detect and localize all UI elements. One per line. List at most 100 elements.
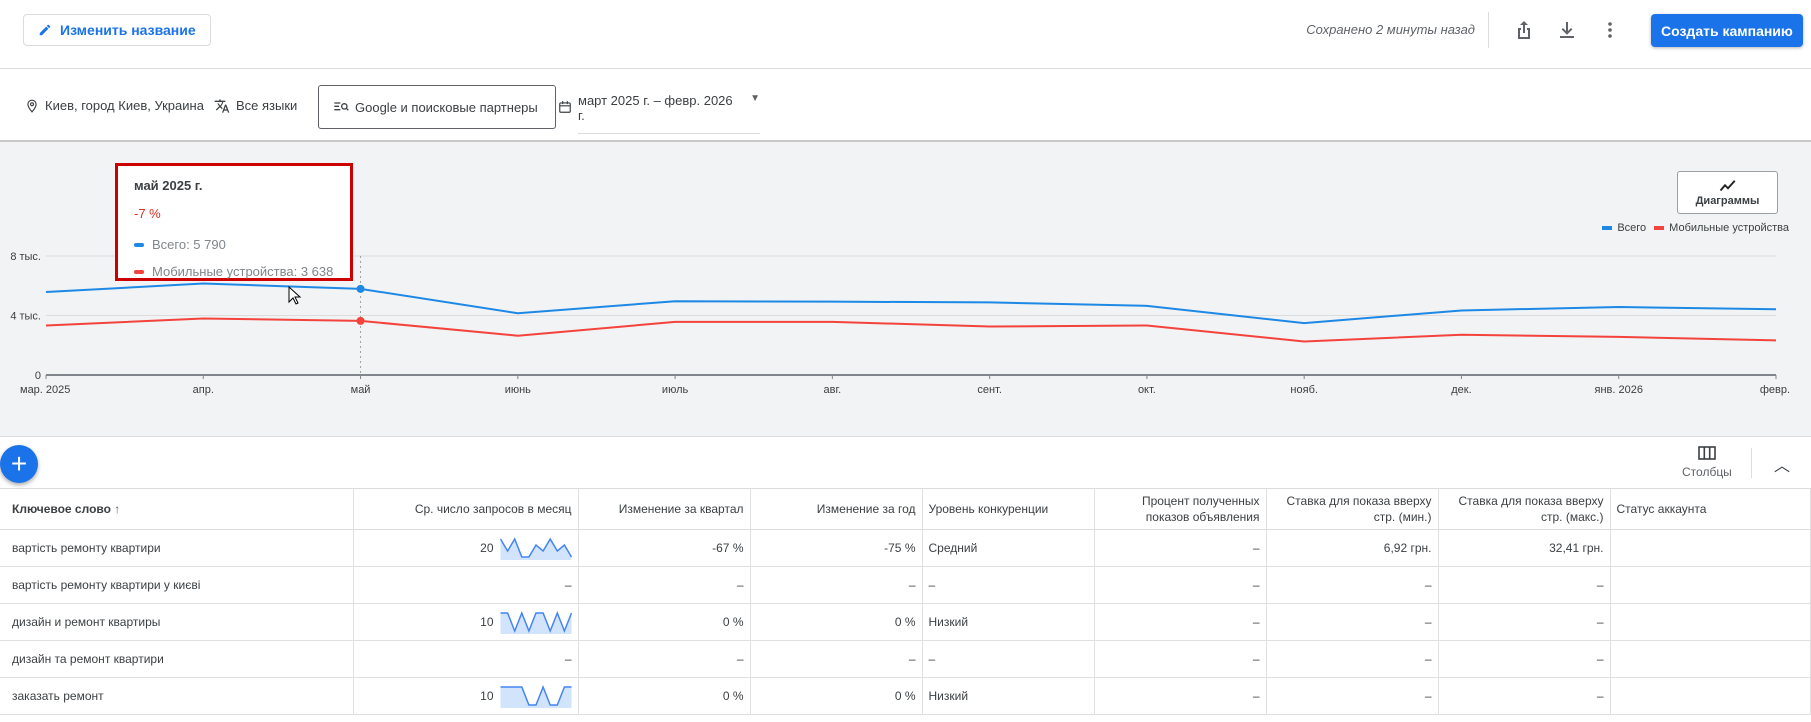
legend-item-mobile[interactable]: Мобильные устройства [1654,222,1789,234]
column-header[interactable]: Ставка для показа вверху стр. (мин.) [1266,489,1439,530]
column-header[interactable]: Изменение за год [750,489,923,530]
x-tick-label: авг. [824,384,842,396]
cell-text: Низкий [928,688,969,703]
cell-text: – [1252,614,1260,629]
table-cell: -75 % [750,529,923,567]
collapse-chevron-icon[interactable]: ︿ [1774,458,1791,475]
network-filter[interactable]: Google и поисковые партнеры [318,85,556,129]
table-cell: – [922,640,1095,678]
legend-label: Мобильные устройства [1669,222,1789,234]
cell-text: -67 % [712,540,744,555]
sparkline-line [500,684,571,706]
plus-icon: + [10,448,28,479]
table-cell: Средний [922,529,1095,567]
table-cell: – [578,566,751,604]
x-tick-label: июль [662,384,689,396]
table-cell: – [1266,566,1439,604]
cell-text: вартість ремонту квартири [12,540,161,555]
tooltip-change: -7 % [134,206,161,221]
table-cell: – [353,640,579,678]
location-pin-icon [27,99,37,113]
trend-sparkline [499,536,572,560]
location-filter[interactable]: Киев, город Киев, Украина [25,69,204,142]
cell-text: – [1252,540,1260,555]
trend-sparkline [500,610,572,634]
column-header[interactable]: Статус аккаунта [1610,489,1811,530]
table-cell: Низкий [922,677,1095,715]
column-header-label: Изменение за год [816,501,916,516]
charts-button-label: Диаграммы [1695,194,1760,207]
mouse-cursor-icon [288,286,302,305]
trend-line-chart[interactable]: 0 4 тыс. 8 тыс. мар. 2025 апр. май июнь июль авг… [0,142,1811,437]
table-row[interactable]: дизайн и ремонт квартиры 10 0 % 0 % Низкий – –… [0,603,1811,641]
charts-button[interactable]: Диаграммы [1677,171,1778,214]
tooltip-title: май 2025 г. [134,178,203,193]
more-vert-icon[interactable] [1598,18,1622,42]
table-row[interactable]: вартість ремонту квартири у києві – – – – – – – [0,566,1811,604]
table-row[interactable]: дизайн та ремонт квартири – – – – – – – [0,640,1811,678]
table-cell: – [1266,677,1439,715]
add-keyword-button[interactable]: + [0,445,38,483]
tooltip-total: Всего: 5 790 [152,237,226,252]
table-row[interactable]: заказать ремонт 10 0 % 0 % Низкий – – – [0,677,1811,715]
download-icon[interactable] [1555,18,1579,42]
column-header[interactable]: Ставка для показа вверху стр. (макс.) [1438,489,1611,530]
legend-label: Всего [1617,222,1647,234]
column-header[interactable]: Уровень конкуренции [922,489,1095,530]
cell-text: 0 % [722,614,744,629]
column-header-label: Ключевое слово [12,501,111,516]
table-cell: -67 % [578,529,751,567]
create-campaign-button[interactable]: Создать кампанию [1651,14,1803,47]
table-cell: – [1438,566,1611,604]
table-cell: – [750,566,923,604]
share-icon[interactable] [1512,18,1536,42]
cell-text: заказать ремонт [12,688,104,703]
table-cell: 0 % [578,603,751,641]
legend-item-total[interactable]: Всего [1602,222,1646,234]
table-cell: 0 % [750,603,923,641]
table-cell: вартість ремонту квартири у києві [0,566,354,604]
date-range-filter[interactable]: март 2025 г. – февр. 2026 г. ▼ [558,85,760,134]
column-header[interactable]: Изменение за квартал [578,489,751,530]
cell-text: – [1596,614,1604,629]
table-cell: – [353,566,579,604]
rename-label: Изменить название [60,22,196,38]
x-tick-label: мар. 2025 [20,384,70,396]
chart-tooltip: май 2025 г. -7 % Всего: 5 790 Мобильные … [115,163,353,281]
rename-button[interactable]: Изменить название [23,14,211,46]
language-filter[interactable]: Все языки [214,69,297,142]
table-row[interactable]: вартість ремонту квартири 20 -67 % -75 % Сре… [0,529,1811,567]
column-header[interactable]: Ср. число запросов в месяц [353,489,579,530]
cell-text: – [1252,688,1260,703]
columns-button[interactable]: Столбцы [1682,446,1732,479]
pencil-icon [39,24,51,36]
column-header[interactable]: Процент полученных показов объявления [1094,489,1267,530]
cell-text: – [1424,614,1432,629]
cell-text: – [1596,651,1604,666]
trend-sparkline [500,684,571,708]
cell-text: – [1252,577,1260,592]
table-cell [1610,603,1811,641]
x-tick-label: окт. [1138,384,1156,396]
cell-text: – [1596,577,1604,592]
cell-text: 0 % [722,688,744,703]
table-cell [1610,677,1811,715]
x-tick-label: июнь [505,384,531,396]
sort-arrow-icon[interactable]: ↑ [110,501,121,516]
sparkline-line [499,536,572,558]
cell-text: 20 [480,540,494,555]
table-cell: 6,92 грн. [1266,529,1439,567]
table-cell: – [578,640,751,678]
y-tick-label: 8 тыс. [10,251,41,263]
search-list-icon [334,102,349,111]
cell-text: -75 % [884,540,916,555]
column-header[interactable]: Ключевое слово ↑ [0,489,354,530]
tooltip-mobile: Мобильные устройства: 3 638 [152,264,334,279]
table-cell: – [1094,677,1267,715]
table-cell: Низкий [922,603,1095,641]
cell-text: – [564,651,572,666]
table-cell: – [1438,603,1611,641]
table-cell: – [1266,603,1439,641]
divider [1488,12,1489,48]
cell-text: – [564,577,572,592]
